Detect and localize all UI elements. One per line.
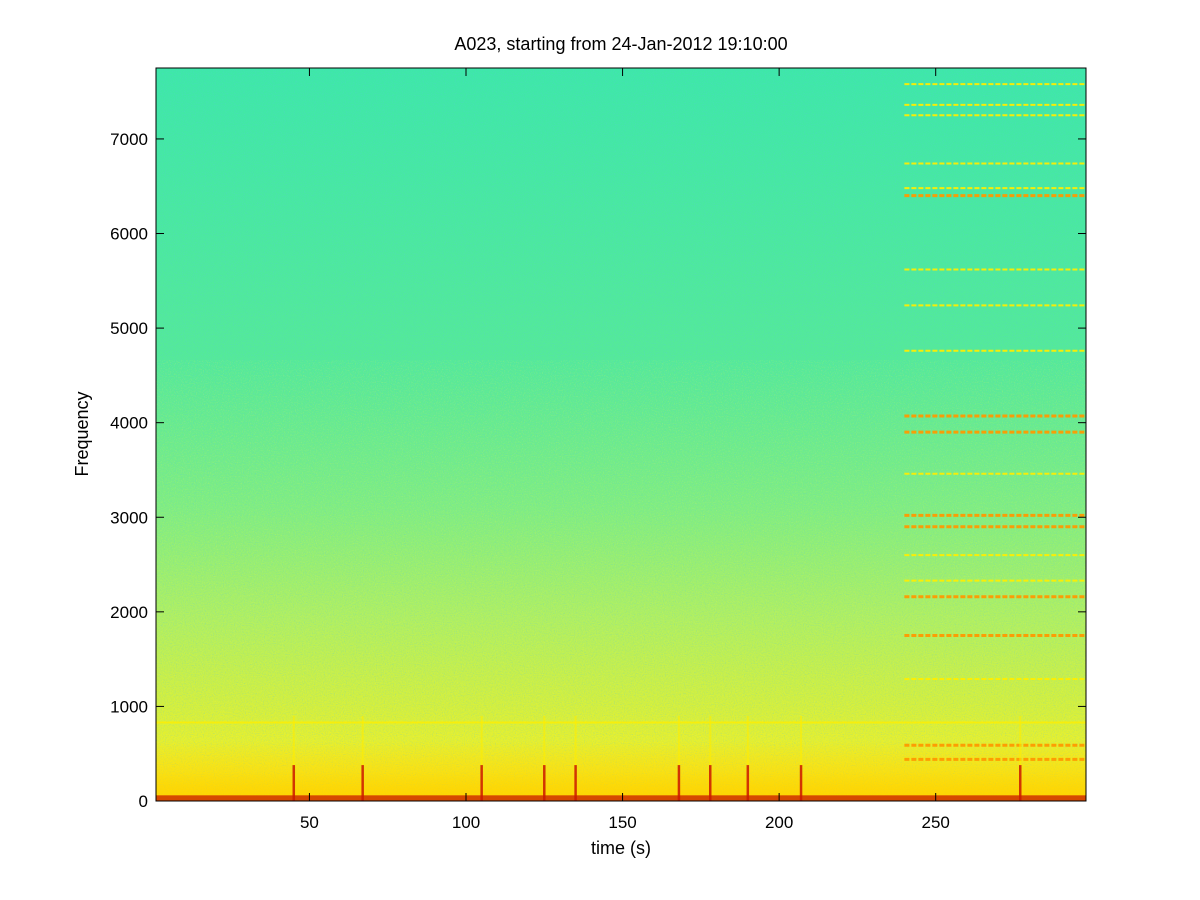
low-frequency-band — [156, 795, 1086, 801]
x-axis-label: time (s) — [591, 838, 651, 858]
y-axis-label: Frequency — [72, 391, 92, 476]
y-tick-label-6: 6000 — [110, 225, 148, 244]
plot-frame — [155, 67, 1087, 802]
y-tick-label-4: 4000 — [110, 414, 148, 433]
y-tick-label-1: 1000 — [110, 697, 148, 716]
y-tick-label-0: 0 — [139, 792, 148, 811]
y-tick-label-2: 2000 — [110, 603, 148, 622]
spectrogram-marks — [156, 83, 1086, 801]
plot-area — [156, 68, 1086, 801]
x-axis: 50 100 150 200 250 — [300, 68, 950, 832]
low-frequency-glow — [156, 740, 1086, 801]
x-tick-label-4: 250 — [922, 813, 950, 832]
y-tick-label-7: 7000 — [110, 130, 148, 149]
x-tick-label-2: 150 — [608, 813, 636, 832]
y-axis: 0 1000 2000 3000 4000 5000 6000 7000 — [110, 130, 1086, 811]
y-tick-label-5: 5000 — [110, 319, 148, 338]
noise-texture-warm — [156, 360, 1086, 801]
y-tick-label-3: 3000 — [110, 508, 148, 527]
x-tick-label-0: 50 — [300, 813, 319, 832]
x-tick-label-3: 200 — [765, 813, 793, 832]
chart-title: A023, starting from 24-Jan-2012 19:10:00 — [454, 34, 787, 54]
x-tick-label-1: 100 — [452, 813, 480, 832]
